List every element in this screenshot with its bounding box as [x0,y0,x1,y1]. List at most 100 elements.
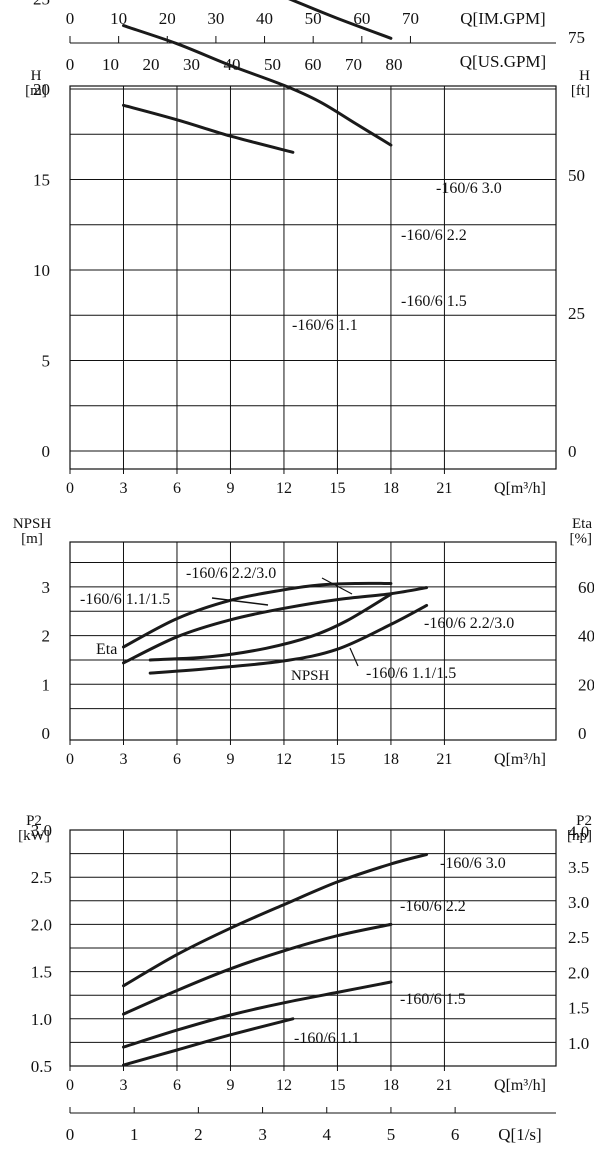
us-gpm-tick-label: 10 [102,55,119,74]
x-tick-label: 21 [436,1077,452,1094]
power-curve-1 [122,922,393,1016]
power-y-tick-label: 3.0 [31,821,52,840]
npsh-y-axis-label: NPSH [13,516,52,532]
us-gpm-tick-label: 60 [304,55,321,74]
im-gpm-tick-label: 10 [110,9,127,28]
x-tick-label: 12 [276,480,292,497]
head-ft-tick-label: 75 [568,28,585,47]
x-tick-label: 6 [173,751,181,768]
leader-line [349,647,359,667]
power-curve-2 [122,980,393,1049]
im-gpm-tick-label: 60 [353,9,370,28]
power-curve-3 [122,1017,295,1067]
head-y-tick-label: 10 [33,261,50,280]
x-axis-label: Q[m³/h] [494,751,546,768]
x-tick-label: 21 [436,480,452,497]
ls-tick-label: 3 [258,1125,267,1144]
power-curve-0 [122,853,429,988]
x-tick-label: 12 [276,1077,292,1094]
x-tick-label: 18 [383,1077,399,1094]
npsh-y-axis-label: [m] [21,531,43,547]
leader-line [321,577,353,595]
head-y-tick-label: 20 [33,80,50,99]
x-tick-label: 9 [226,480,234,497]
x-axis-label: Q[m³/h] [494,480,546,497]
power-series-label: -160/6 1.1 [294,1030,360,1047]
power-y-tick-label: 1.5 [31,963,52,982]
head-curve-3 [122,103,295,154]
power-y-tick-label: 2.0 [31,915,52,934]
x-tick-label: 6 [173,480,181,497]
im-gpm-tick-label: 30 [207,9,224,28]
us-gpm-tick-label: 20 [142,55,159,74]
x-tick-label: 9 [226,751,234,768]
us-gpm-tick-label: 70 [345,55,362,74]
im-gpm-tick-label: 70 [402,9,419,28]
eta-annotation: Eta [96,641,117,658]
head-series-label: -160/6 1.5 [401,293,467,310]
power-hp-tick-label: 1.5 [568,999,589,1018]
npsh-chart-frame [69,541,557,741]
ls-tick-label: 1 [130,1125,139,1144]
head-y-axis-label: [m] [25,83,47,99]
power-hp-tick-label: 4.0 [568,823,589,842]
x-axis-label: Q[m³/h] [494,1077,546,1094]
ls-tick-label: 5 [387,1125,396,1144]
us-gpm-tick-label: 0 [66,55,75,74]
head-chart-frame [69,85,557,470]
head-ft-tick-label: 25 [568,304,585,323]
power-y-axis-label: [kW] [18,828,50,844]
x-tick-label: 18 [383,480,399,497]
npsh-annotation: NPSH [291,668,330,684]
head-ft-axis-label: H [579,68,590,84]
ls-axis-label: Q[1/s] [498,1125,541,1144]
head-ft-tick-label: 0 [568,442,577,461]
power-y-tick-label: 2.5 [31,868,52,887]
im-gpm-tick-label: 40 [256,9,273,28]
us-gpm-tick-label: 80 [385,55,402,74]
power-hp-axis-label: [hp] [567,828,592,844]
npsh-y-tick-label: 3 [42,578,51,597]
head-y-tick-label: 0 [42,442,51,461]
ls-tick-label: 6 [451,1125,460,1144]
head-y-axis-label: H [31,68,42,84]
eta-y-axis-label: [%] [570,531,593,547]
x-tick-label: 3 [119,751,127,768]
power-series-label: -160/6 1.5 [400,991,466,1008]
head-ft-axis-label: [ft] [571,83,590,99]
im-gpm-axis-label: Q[IM.GPM] [460,9,545,28]
power-hp-tick-label: 3.0 [568,893,589,912]
x-tick-label: 12 [276,751,292,768]
head-curve-2 [122,24,393,147]
x-tick-label: 0 [66,751,74,768]
x-tick-label: 3 [119,480,127,497]
head-series-label: -160/6 3.0 [436,180,502,197]
head-y-tick-label: 25 [33,0,50,9]
power-series-label: -160/6 2.2 [400,898,466,915]
npsh-y-tick-label: 2 [42,627,51,646]
head-curve-1 [288,0,393,40]
eta-tick-label: 60 [578,578,594,597]
head-series-label: -160/6 1.1 [292,317,358,334]
im-gpm-tick-label: 50 [305,9,322,28]
power-y-axis-label: P2 [26,813,42,829]
npsh-series-label: -160/6 2.2/3.0 [424,615,514,632]
ls-tick-label: 4 [323,1125,332,1144]
x-tick-label: 0 [66,480,74,497]
head-y-tick-label: 5 [42,352,51,371]
us-gpm-axis-label: Q[US.GPM] [460,52,546,71]
x-tick-label: 3 [119,1077,127,1094]
x-tick-label: 6 [173,1077,181,1094]
ls-tick-label: 0 [66,1125,75,1144]
eta-tick-label: 40 [578,627,594,646]
npsh-y-tick-label: 0 [42,724,51,743]
power-series-label: -160/6 3.0 [440,855,506,872]
power-hp-tick-label: 2.5 [568,928,589,947]
im-gpm-tick-label: 20 [159,9,176,28]
npsh-eta-curve-0 [122,581,393,649]
x-tick-label: 21 [436,751,452,768]
eta-tick-label: 20 [578,675,594,694]
x-tick-label: 0 [66,1077,74,1094]
npsh-series-label: -160/6 2.2/3.0 [186,565,276,582]
power-hp-tick-label: 3.5 [568,858,589,877]
